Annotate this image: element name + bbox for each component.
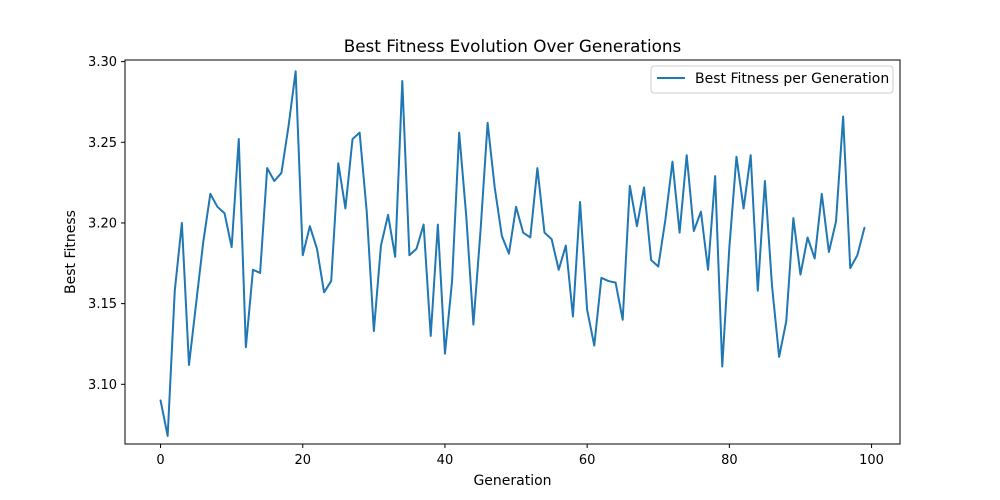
legend: Best Fitness per Generation	[650, 65, 894, 94]
x-tick-label: 0	[156, 453, 164, 468]
x-tick-label: 80	[721, 453, 738, 468]
chart-title: Best Fitness Evolution Over Generations	[344, 36, 682, 56]
y-axis: 3.10 3.15 3.20 3.25 3.30	[88, 55, 125, 393]
x-tick-label: 20	[294, 453, 311, 468]
x-axis-label: Generation	[473, 473, 551, 489]
y-tick-label: 3.10	[88, 378, 117, 393]
y-axis-label: Best Fitness	[63, 210, 79, 294]
y-tick-label: 3.20	[88, 216, 117, 231]
series-layer	[159, 70, 866, 437]
y-tick-label: 3.15	[88, 297, 117, 312]
x-tick-label: 60	[579, 453, 596, 468]
y-tick-label: 3.25	[88, 136, 117, 151]
legend-box	[650, 65, 894, 94]
series-line	[159, 70, 866, 437]
x-tick-label: 100	[859, 453, 884, 468]
x-tick-label: 40	[437, 453, 454, 468]
x-axis: 0 20 40 60 80 100	[156, 444, 884, 468]
plot-area-frame	[124, 59, 901, 445]
legend-label: Best Fitness per Generation	[695, 71, 889, 87]
y-tick-label: 3.30	[88, 55, 117, 70]
